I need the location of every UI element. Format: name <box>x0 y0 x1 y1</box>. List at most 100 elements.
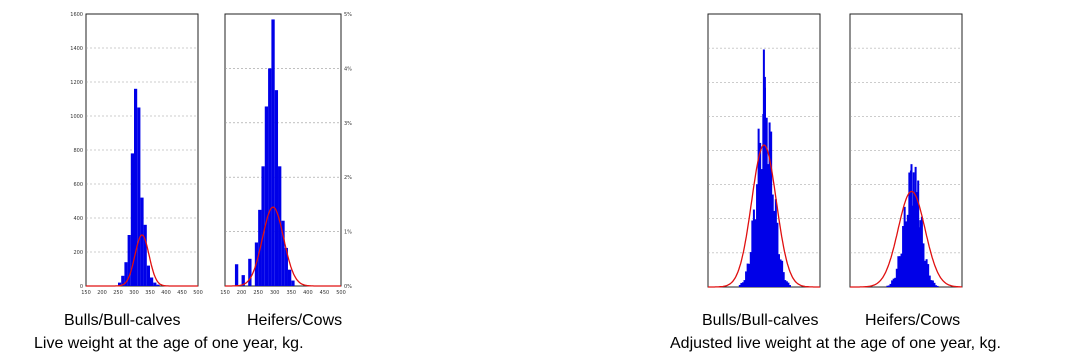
histogram-bar <box>241 275 245 286</box>
histogram-bar <box>754 219 757 287</box>
histogram-bar <box>891 280 894 287</box>
histogram-bar <box>927 264 930 287</box>
x-tick-label: 200 <box>97 290 107 296</box>
histogram-bar <box>768 122 771 287</box>
histogram-bar <box>278 166 282 286</box>
y-tick-label: 3% <box>344 121 352 127</box>
histogram-bar <box>906 214 909 287</box>
x-tick-label: 250 <box>253 290 263 296</box>
histogram-bar <box>892 278 895 287</box>
histogram-bar <box>137 107 141 286</box>
x-tick-label: 400 <box>161 290 171 296</box>
histogram-bar <box>143 224 147 286</box>
x-tick-label: 350 <box>145 290 155 296</box>
chart-adjusted-heifers-svg <box>849 13 963 288</box>
normal-fit-curve <box>86 234 198 287</box>
histogram-bar <box>146 265 150 286</box>
histogram-bar <box>903 206 906 287</box>
chart-adjusted-bulls <box>690 0 840 305</box>
histogram-bar <box>741 282 744 287</box>
histogram-bar <box>787 282 790 287</box>
histogram-bar <box>886 285 889 287</box>
histogram-bar <box>771 194 774 287</box>
histogram-bar <box>130 153 134 286</box>
y-tick-label: 0% <box>344 284 352 290</box>
histogram-bar <box>762 49 765 287</box>
histogram-bar <box>930 280 933 287</box>
y-tick-label: 1400 <box>70 46 83 52</box>
right-bulls-label: Bulls/Bull-calves <box>702 312 819 329</box>
histogram-bar <box>749 252 752 287</box>
histogram-bar <box>150 277 154 286</box>
y-tick-label: 0 <box>80 284 83 290</box>
chart-live-bulls: 0 200 400 600 800 1000 1200 1400 1600 150 200 250 30… <box>48 0 203 300</box>
histogram-bar <box>911 205 914 287</box>
x-tick-label: 300 <box>270 290 280 296</box>
x-tick-label: 400 <box>303 290 313 296</box>
histogram-bar <box>287 269 292 286</box>
y-tick-label: 200 <box>73 250 83 256</box>
histogram-bar <box>743 280 746 287</box>
y-tick-label: 1600 <box>70 12 83 18</box>
x-tick-label: 500 <box>336 290 346 296</box>
x-tick-label: 450 <box>177 290 187 296</box>
y-tick-label: 2% <box>344 175 352 181</box>
histogram-bar <box>894 277 897 287</box>
y-tick-label: 4% <box>344 66 352 72</box>
histogram-bar <box>764 87 766 288</box>
histogram-bar <box>917 180 920 287</box>
histogram-bar <box>757 128 760 287</box>
y-tick-label: 600 <box>73 182 83 188</box>
y-tick-label: 400 <box>73 216 83 222</box>
histogram-bar <box>914 166 917 287</box>
histogram-bar <box>922 243 925 287</box>
y-tick-label: 1000 <box>70 114 83 120</box>
histogram-bar <box>261 166 265 286</box>
x-tick-label: 200 <box>237 290 247 296</box>
histogram-bar <box>765 117 768 288</box>
right-caption: Adjusted live weight at the age of one y… <box>670 335 1001 352</box>
histogram-bar <box>778 254 780 287</box>
histogram-bar <box>784 280 787 287</box>
histogram-bar <box>773 210 776 287</box>
x-tick-label: 150 <box>81 290 91 296</box>
histogram-bar <box>268 68 272 287</box>
histogram-bar <box>774 199 777 287</box>
y-tick-label: 800 <box>73 148 83 154</box>
histogram-bar <box>140 197 144 286</box>
left-bulls-label: Bulls/Bull-calves <box>64 312 181 329</box>
histogram-bar <box>759 142 762 287</box>
histogram-bar <box>234 264 239 286</box>
histogram-bar <box>905 221 908 287</box>
histogram-bar <box>782 272 785 287</box>
histogram-bar <box>897 256 900 287</box>
histogram-bar <box>920 216 923 287</box>
histogram-bar <box>156 284 160 286</box>
histogram-bar <box>912 172 915 287</box>
histogram-bar <box>933 282 936 287</box>
histogram-bar <box>291 280 295 286</box>
histogram-bar <box>124 262 128 286</box>
histogram-bar <box>756 184 759 287</box>
histogram-bar <box>785 281 788 287</box>
y-tick-label: 1200 <box>70 80 83 86</box>
histogram-bar <box>134 88 138 286</box>
histogram-bar <box>935 285 938 287</box>
histogram-bar <box>248 258 252 286</box>
x-tick-label: 500 <box>193 290 203 296</box>
normal-fit-curve <box>850 190 962 288</box>
chart-live-heifers-svg: 0% 1% 2% 3% 4% 5% 150 200 250 300 350 400 450 500 <box>220 12 352 296</box>
histogram-bar <box>284 247 288 286</box>
x-tick-label: 300 <box>129 290 139 296</box>
histogram-bar <box>738 284 741 287</box>
histogram-bar <box>910 164 913 287</box>
chart-adjusted-heifers <box>838 0 1013 305</box>
histogram-bar <box>740 283 743 287</box>
histogram-bar <box>118 282 122 286</box>
chart-adjusted-bulls-svg <box>707 13 821 288</box>
normal-fit-curve <box>225 206 341 287</box>
histogram-bar <box>281 220 285 286</box>
histogram-bar <box>928 275 931 287</box>
left-heifers-label: Heifers/Cows <box>247 312 343 329</box>
histogram-bar <box>916 192 919 287</box>
